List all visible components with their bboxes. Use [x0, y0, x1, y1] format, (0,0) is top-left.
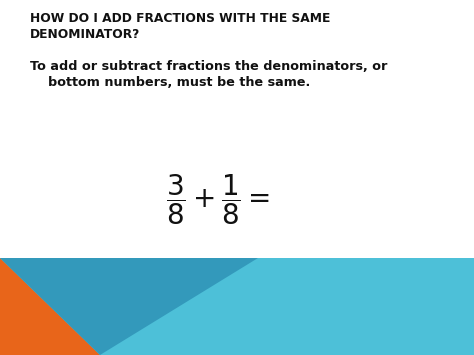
Text: DENOMINATOR?: DENOMINATOR? [30, 28, 140, 41]
Polygon shape [0, 258, 100, 355]
Text: HOW DO I ADD FRACTIONS WITH THE SAME: HOW DO I ADD FRACTIONS WITH THE SAME [30, 12, 330, 25]
Text: bottom numbers, must be the same.: bottom numbers, must be the same. [30, 76, 310, 89]
Text: $\dfrac{3}{8} + \dfrac{1}{8} =$: $\dfrac{3}{8} + \dfrac{1}{8} =$ [166, 173, 270, 227]
Polygon shape [100, 258, 474, 355]
Polygon shape [0, 258, 258, 355]
Polygon shape [0, 258, 474, 355]
Text: To add or subtract fractions the denominators, or: To add or subtract fractions the denomin… [30, 60, 387, 73]
